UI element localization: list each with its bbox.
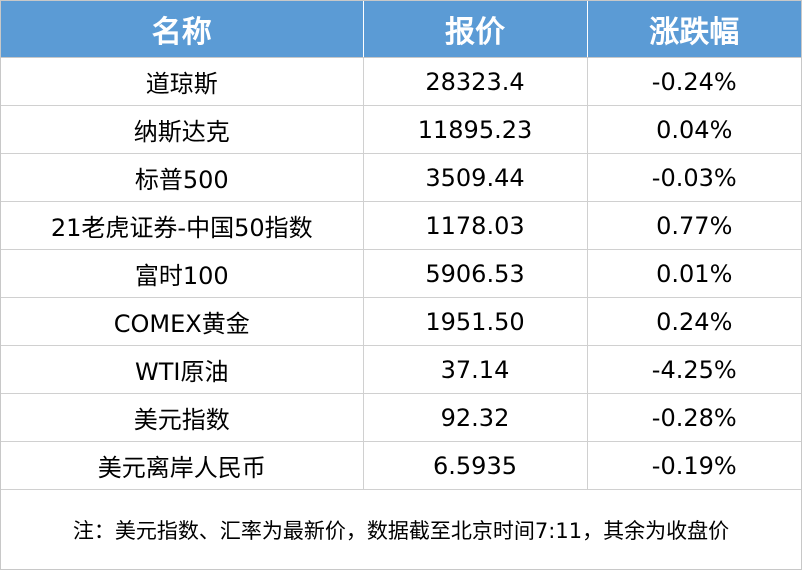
table-row: 道琼斯 28323.4 -0.24% [1,57,801,106]
cell-name: 美元指数 [1,393,364,442]
cell-price: 1178.03 [363,201,588,250]
cell-change: -0.28% [587,393,801,442]
cell-price: 28323.4 [363,57,588,106]
table-row: 富时100 5906.53 0.01% [1,249,801,298]
quote-table: 名称 报价 涨跌幅 道琼斯 28323.4 -0.24% 纳斯达克 11895.… [1,1,801,490]
cell-change: -4.25% [587,345,801,394]
cell-change: 0.77% [587,201,801,250]
cell-change: -0.19% [587,441,801,490]
table-row: WTI原油 37.14 -4.25% [1,345,801,394]
cell-name: 纳斯达克 [1,105,364,154]
cell-price: 92.32 [363,393,588,442]
cell-price: 1951.50 [363,297,588,346]
footnote: 注：美元指数、汇率为最新价，数据截至北京时间7:11，其余为收盘价 [72,519,730,543]
column-header-change: 涨跌幅 [587,1,801,58]
table-row: 纳斯达克 11895.23 0.04% [1,105,801,154]
cell-name: 21老虎证券-中国50指数 [1,201,364,250]
cell-price: 6.5935 [363,441,588,490]
cell-name: WTI原油 [1,345,364,394]
cell-name: 美元离岸人民币 [1,441,364,490]
cell-price: 11895.23 [363,105,588,154]
cell-change: 0.04% [587,105,801,154]
cell-price: 37.14 [363,345,588,394]
cell-price: 5906.53 [363,249,588,298]
cell-change: 0.01% [587,249,801,298]
cell-name: 道琼斯 [1,57,364,106]
table-row: COMEX黄金 1951.50 0.24% [1,297,801,346]
cell-change: 0.24% [587,297,801,346]
cell-change: -0.24% [587,57,801,106]
cell-name: 富时100 [1,249,364,298]
cell-name: COMEX黄金 [1,297,364,346]
column-header-price: 报价 [363,1,588,58]
cell-price: 3509.44 [363,153,588,202]
cell-name: 标普500 [1,153,364,202]
column-header-name: 名称 [1,1,364,58]
cell-change: -0.03% [587,153,801,202]
table-row: 标普500 3509.44 -0.03% [1,153,801,202]
table-row: 21老虎证券-中国50指数 1178.03 0.77% [1,201,801,250]
table-row: 美元离岸人民币 6.5935 -0.19% [1,441,801,490]
table-row: 美元指数 92.32 -0.28% [1,393,801,442]
header-row: 名称 报价 涨跌幅 [1,1,801,58]
